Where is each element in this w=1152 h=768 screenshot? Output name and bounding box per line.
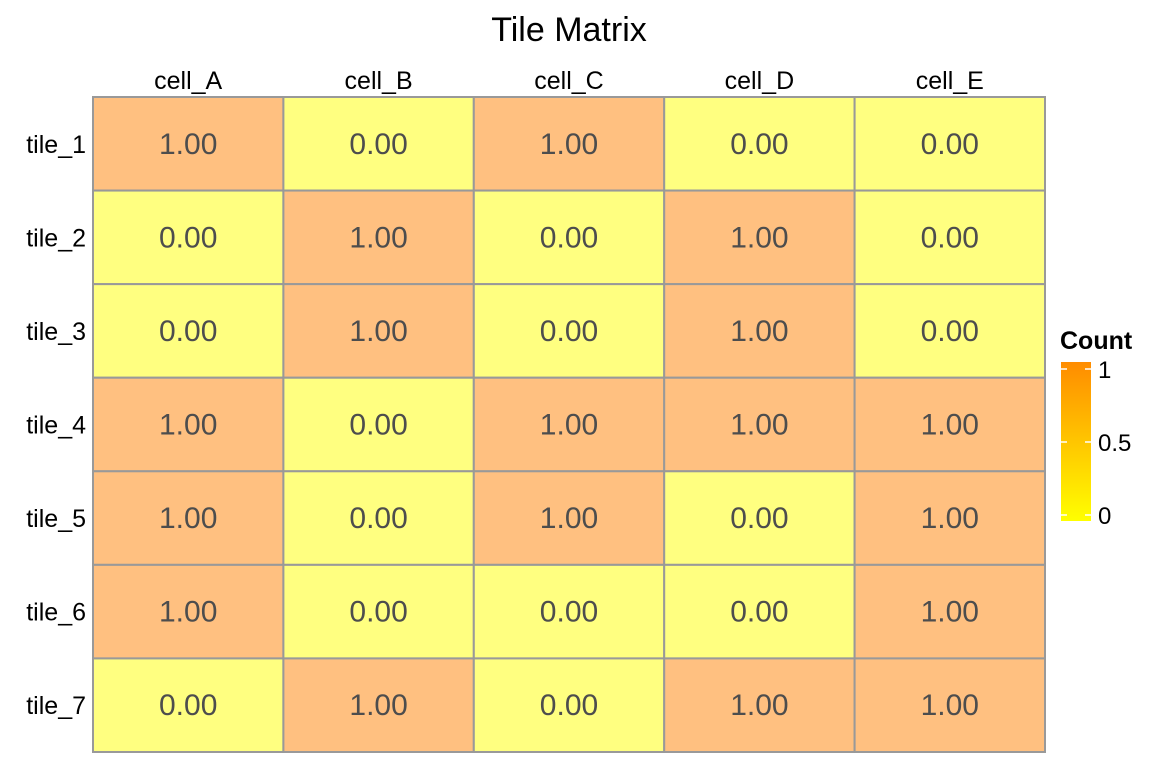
cell-value-label: 0.00	[730, 128, 788, 161]
heatmap-cell	[853, 657, 1046, 753]
column-label: cell_E	[916, 67, 984, 95]
cell-value-label: 1.00	[921, 502, 979, 535]
cell-value-label: 0.00	[540, 221, 598, 254]
heatmap-cell	[853, 470, 1046, 566]
legend-ticks: 10.50	[1061, 357, 1131, 530]
column-label: cell_D	[725, 67, 794, 95]
cell-value-label: 1.00	[159, 596, 217, 629]
cell-value-label: 1.00	[921, 408, 979, 441]
cell-value-label: 0.00	[349, 128, 407, 161]
row-label: tile_3	[26, 318, 86, 346]
chart-title: Tile Matrix	[491, 11, 647, 49]
heatmap-cell	[282, 96, 475, 192]
row-labels: tile_1 tile_2 tile_3 tile_4 tile_5 tile_6tile…	[26, 131, 86, 720]
column-label: cell_A	[154, 67, 222, 95]
legend-tick-label: 0	[1098, 503, 1111, 530]
cell-value-label: 0.00	[540, 596, 598, 629]
heatmap-cell	[663, 563, 856, 660]
cell-value-label: 0.00	[921, 315, 979, 348]
heatmap-cell	[853, 189, 1046, 286]
heatmap-cell	[853, 376, 1046, 473]
cell-value-label: 0.00	[921, 128, 979, 161]
cell-value-label: 1.00	[540, 408, 598, 441]
heatmap-cell	[472, 376, 666, 473]
heatmap-cell	[92, 96, 285, 192]
cell-value-label: 1.00	[730, 221, 788, 254]
cell-value-label: 0.00	[349, 408, 407, 441]
column-labels: cell_A cell_B cell_C cell_D cell_E	[154, 67, 984, 95]
cell-value-label: 1.00	[349, 315, 407, 348]
heatmap-cell	[282, 376, 475, 473]
cell-value-label: 1.00	[730, 689, 788, 722]
row-label: tile_6	[26, 599, 86, 627]
cell-value-label: 1.00	[730, 315, 788, 348]
row-label: tile_1	[26, 131, 86, 159]
heatmap-cell	[92, 189, 285, 286]
cell-value-label: 1.00	[540, 128, 598, 161]
cell-value-label: 0.00	[349, 596, 407, 629]
cell-value-label: 1.00	[349, 689, 407, 722]
heatmap-cell	[92, 376, 285, 473]
heatmap-cell	[282, 283, 475, 379]
cell-value-label: 1.00	[921, 689, 979, 722]
cell-value-label: 0.00	[159, 315, 217, 348]
cell-value-label: 1.00	[159, 128, 217, 161]
cell-value-label: 1.00	[349, 221, 407, 254]
heatmap-cell-labels: 1.00 0.00 1.00 0.00 0.00 0.00 1.00 0.00 1.00 0.00…	[159, 128, 979, 722]
cell-value-label: 0.00	[159, 221, 217, 254]
cell-value-label: 0.00	[730, 596, 788, 629]
legend-tick-label: 0.5	[1098, 430, 1131, 457]
column-label: cell_C	[534, 67, 603, 95]
cell-value-label: 0.00	[159, 689, 217, 722]
cell-value-label: 0.00	[730, 502, 788, 535]
column-label: cell_B	[345, 67, 413, 95]
cell-value-label: 1.00	[159, 408, 217, 441]
heatmap-cell	[92, 657, 285, 753]
cell-value-label: 1.00	[159, 502, 217, 535]
heatmap-cell	[663, 283, 856, 379]
cell-value-label: 0.00	[540, 689, 598, 722]
color-legend: Count 10.50	[1060, 327, 1133, 530]
heatmap-cell	[282, 470, 475, 566]
heatmap-cell	[282, 563, 475, 660]
heatmap-cell	[663, 657, 856, 753]
heatmap-cell	[663, 96, 856, 192]
heatmap-cell	[92, 470, 285, 566]
heatmap-cell	[472, 563, 666, 660]
heatmap-cell	[472, 189, 666, 286]
row-label: tile_5	[26, 505, 86, 533]
heatmap-cell	[853, 563, 1046, 660]
heatmap-cell	[472, 96, 666, 192]
heatmap-cells	[92, 96, 1046, 753]
legend-title: Count	[1060, 327, 1133, 355]
cell-value-label: 1.00	[730, 408, 788, 441]
row-label: tile_7	[26, 692, 86, 720]
row-label: tile_2	[26, 224, 86, 252]
row-label: tile_4	[26, 411, 86, 439]
cell-value-label: 1.00	[540, 502, 598, 535]
cell-value-label: 0.00	[540, 315, 598, 348]
cell-value-label: 0.00	[349, 502, 407, 535]
heatmap-cell	[472, 470, 666, 566]
cell-value-label: 0.00	[921, 221, 979, 254]
cell-value-label: 1.00	[921, 596, 979, 629]
heatmap-cell	[663, 376, 856, 473]
legend-tick-label: 1	[1098, 357, 1111, 384]
